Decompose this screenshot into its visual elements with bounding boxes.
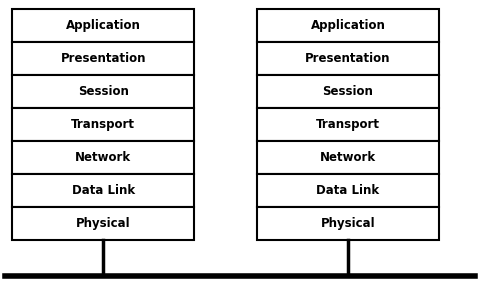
Text: Data Link: Data Link: [72, 184, 135, 197]
Bar: [257, 141, 439, 174]
Text: Network: Network: [320, 151, 376, 164]
Text: Transport: Transport: [71, 118, 135, 131]
Bar: [12, 42, 194, 75]
Bar: [12, 108, 194, 141]
Bar: [257, 174, 439, 207]
Text: Transport: Transport: [316, 118, 380, 131]
Bar: [12, 174, 194, 207]
Bar: [257, 75, 439, 108]
Text: Physical: Physical: [76, 217, 131, 230]
Bar: [12, 9, 194, 42]
Text: Session: Session: [78, 85, 129, 98]
Bar: [12, 207, 194, 240]
Text: Network: Network: [75, 151, 131, 164]
Text: Presentation: Presentation: [60, 52, 146, 65]
Text: Presentation: Presentation: [305, 52, 391, 65]
Bar: [257, 42, 439, 75]
Bar: [257, 9, 439, 42]
Bar: [12, 141, 194, 174]
Text: Application: Application: [66, 19, 141, 32]
Text: Session: Session: [323, 85, 373, 98]
Text: Physical: Physical: [321, 217, 375, 230]
Bar: [257, 108, 439, 141]
Bar: [257, 207, 439, 240]
Text: Data Link: Data Link: [316, 184, 380, 197]
Text: Application: Application: [311, 19, 385, 32]
Bar: [12, 75, 194, 108]
